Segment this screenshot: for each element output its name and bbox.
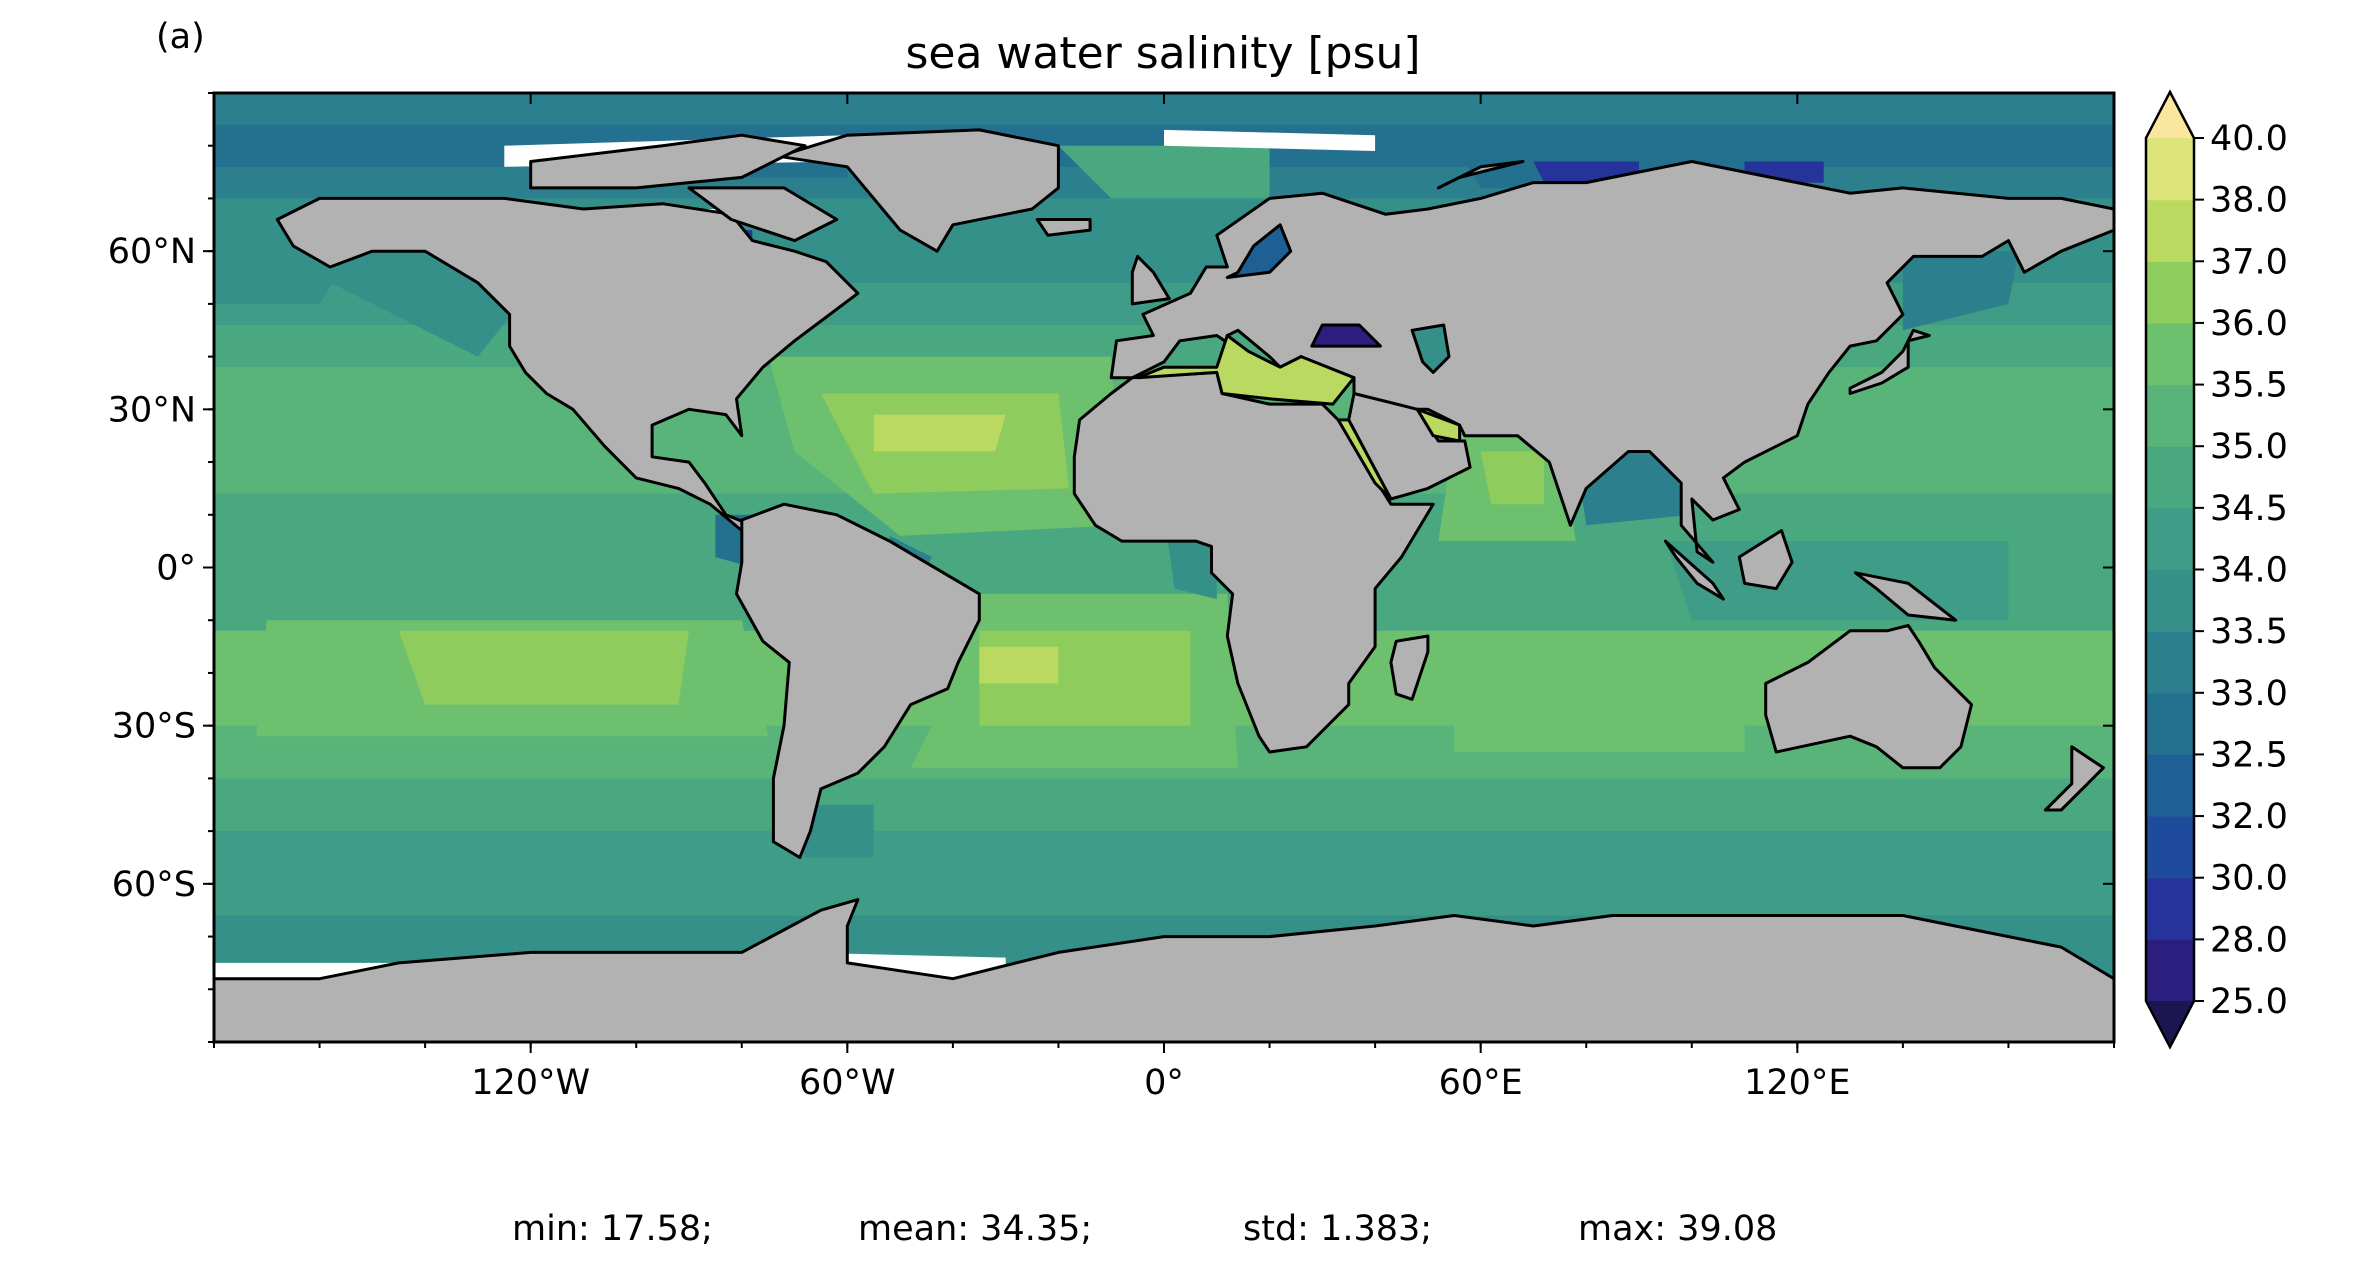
colorbar-tick-label: 36.0: [2210, 304, 2288, 344]
arabia: [1347, 392, 1472, 501]
colorbar-segment: [2146, 631, 2194, 694]
borneo: [1737, 529, 1794, 591]
nordic-seas: [1058, 145, 1270, 199]
maritime-continent: [1665, 541, 2009, 621]
stat-min: min: 17.58;: [512, 1209, 713, 1249]
indian-south-subtropics: [1454, 672, 1745, 752]
antarctica: [214, 898, 2114, 1042]
colorbar-tick-label: 25.0: [2210, 982, 2288, 1022]
colorbar-tick-label: 40.0: [2210, 119, 2288, 159]
baltic-sea: [1225, 223, 1293, 279]
land-masses: [214, 128, 2114, 1042]
red-sea: [1336, 418, 1393, 501]
colorbar-tick-label: 35.5: [2210, 366, 2288, 406]
bering-region: [214, 261, 346, 304]
canadian-islands: [529, 133, 807, 190]
new-zealand: [2043, 745, 2105, 812]
mediterranean-sea: [1136, 334, 1356, 406]
colorbar-segment: [2146, 692, 2194, 756]
colorbar-segment: [2146, 939, 2194, 1002]
stat-max: max: 39.08: [1578, 1209, 1777, 1249]
colorbar-segment: [2146, 384, 2194, 447]
japan: [1848, 328, 1931, 395]
lat-tick-label: 60°S: [112, 865, 196, 905]
lon-tick-label: 120°W: [471, 1063, 590, 1103]
colorbar-tick-label: 34.0: [2210, 551, 2288, 591]
colorbar-segment: [2146, 446, 2194, 509]
colorbar-tick-label: 37.0: [2210, 242, 2288, 282]
north-america: [275, 196, 860, 533]
south-america: [735, 502, 981, 859]
lat-tick-label: 60°N: [108, 232, 196, 272]
salinity-band: [214, 778, 2114, 832]
colorbar: 25.0 28.0 30.0 32.0 32.5 33.0 33.5 34.0 34.5 35.0…: [2144, 89, 2288, 1050]
colorbar-tick-label: 35.0: [2210, 427, 2288, 467]
arabian-sea-max: [1480, 451, 1544, 505]
baffin-island: [687, 186, 839, 243]
black-sea: [1310, 323, 1382, 348]
stat-std: std: 1.383;: [1243, 1209, 1432, 1249]
colorbar-segment: [2146, 877, 2194, 940]
salinity-band: [214, 831, 2114, 885]
atlantic-north-core: [873, 414, 1006, 452]
colorbar-tick-label: 30.0: [2210, 859, 2288, 899]
greenland: [777, 128, 1060, 253]
colorbar-tick-label: 34.5: [2210, 489, 2288, 529]
colorbar-segment: [2146, 569, 2194, 632]
iceland: [1035, 218, 1092, 237]
australia: [1764, 624, 1973, 770]
lon-tick-label: 120°E: [1744, 1063, 1850, 1103]
colorbar-segment: [2146, 138, 2194, 201]
colorbar-tick-label: 28.0: [2210, 920, 2288, 960]
colorbar-tick-label: 33.0: [2210, 674, 2288, 714]
latitude-axis: 60°N 30°N 0° 30°S 60°S: [108, 92, 2114, 1043]
pacific-north-subtropics: [214, 409, 531, 473]
map-area: [214, 93, 2114, 1042]
colorbar-tick-label: 32.5: [2210, 735, 2288, 775]
pacific-south-max: [398, 630, 689, 705]
lon-tick-label: 0°: [1144, 1063, 1184, 1103]
madagascar: [1389, 634, 1430, 701]
plot-title: sea water salinity [psu]: [905, 28, 1420, 79]
okhotsk-sea: [1902, 251, 2019, 331]
colorbar-segment: [2146, 199, 2194, 262]
atlantic-south-core: [979, 646, 1059, 684]
colorbar-segment: [2146, 816, 2194, 879]
stat-mean: mean: 34.35;: [858, 1209, 1092, 1249]
sumatra: [1663, 539, 1725, 601]
svalbard-novaya: [1436, 160, 1525, 190]
persian-gulf: [1415, 407, 1462, 443]
longitude-axis: 120°W 60°W 0° 60°E 120°E: [213, 93, 2115, 1103]
lat-tick-label: 30°N: [108, 390, 196, 430]
british-isles: [1130, 254, 1171, 306]
lon-tick-label: 60°W: [799, 1063, 896, 1103]
colorbar-segment: [2146, 754, 2194, 817]
lon-tick-label: 60°E: [1439, 1063, 1523, 1103]
panel-label: (a): [156, 17, 205, 57]
colorbar-tick-label: 38.0: [2210, 181, 2288, 221]
pacific-north-west: [1850, 409, 2114, 473]
salinity-band: [214, 883, 2114, 916]
colorbar-segment: [2146, 507, 2194, 571]
svalbard-ice: [1164, 129, 1376, 151]
lat-tick-label: 0°: [156, 549, 196, 589]
colorbar-segment: [2146, 261, 2194, 324]
colorbar-segment: [2146, 322, 2194, 386]
new-guinea: [1853, 571, 1958, 622]
colorbar-tick-label: 32.0: [2210, 797, 2288, 837]
colorbar-extend-low: [2146, 1001, 2194, 1047]
statistics-line: min: 17.58; mean: 34.35; std: 1.383; max…: [512, 1209, 1777, 1249]
lat-tick-label: 30°S: [112, 707, 196, 747]
colorbar-tick-label: 33.5: [2210, 612, 2288, 652]
colorbar-extend-high: [2146, 92, 2194, 138]
caspian-sea: [1410, 323, 1451, 374]
